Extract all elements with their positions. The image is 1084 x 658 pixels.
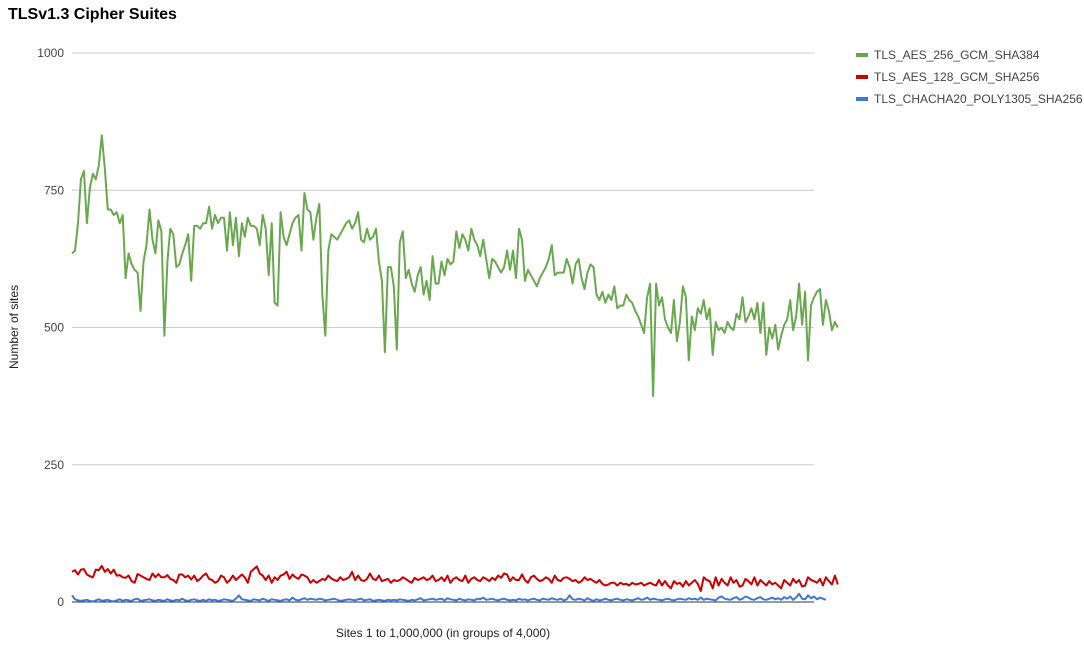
legend-label: TLS_AES_256_GCM_SHA384 [874, 48, 1040, 62]
y-tick-labels: 0 250 500 750 1000 [37, 46, 64, 609]
legend: TLS_AES_256_GCM_SHA384 TLS_AES_128_GCM_SH… [856, 44, 1083, 110]
legend-item[interactable]: TLS_AES_256_GCM_SHA384 [856, 44, 1083, 66]
y-axis-label: Number of sites [7, 285, 21, 369]
legend-item[interactable]: TLS_AES_128_GCM_SHA256 [856, 66, 1083, 88]
legend-swatch [856, 53, 868, 57]
y-tick-label: 250 [44, 458, 64, 472]
gridlines [72, 52, 814, 603]
y-tick-label: 1000 [37, 46, 64, 60]
legend-swatch [856, 75, 868, 79]
x-axis-label: Sites 1 to 1,000,000 (in groups of 4,000… [336, 626, 550, 640]
y-tick-label: 500 [44, 321, 64, 335]
y-tick-label: 750 [44, 183, 64, 197]
legend-swatch [856, 97, 868, 101]
series-line-2 [71, 592, 827, 603]
series-lines [71, 134, 839, 603]
chart-title: TLSv1.3 Cipher Suites [8, 6, 177, 23]
legend-label: TLS_AES_128_GCM_SHA256 [874, 70, 1040, 84]
legend-item[interactable]: TLS_CHACHA20_POLY1305_SHA256 [856, 88, 1083, 110]
series-line-1 [71, 564, 839, 592]
series-line-0 [71, 134, 839, 398]
y-tick-label: 0 [57, 595, 64, 609]
legend-label: TLS_CHACHA20_POLY1305_SHA256 [874, 92, 1083, 106]
